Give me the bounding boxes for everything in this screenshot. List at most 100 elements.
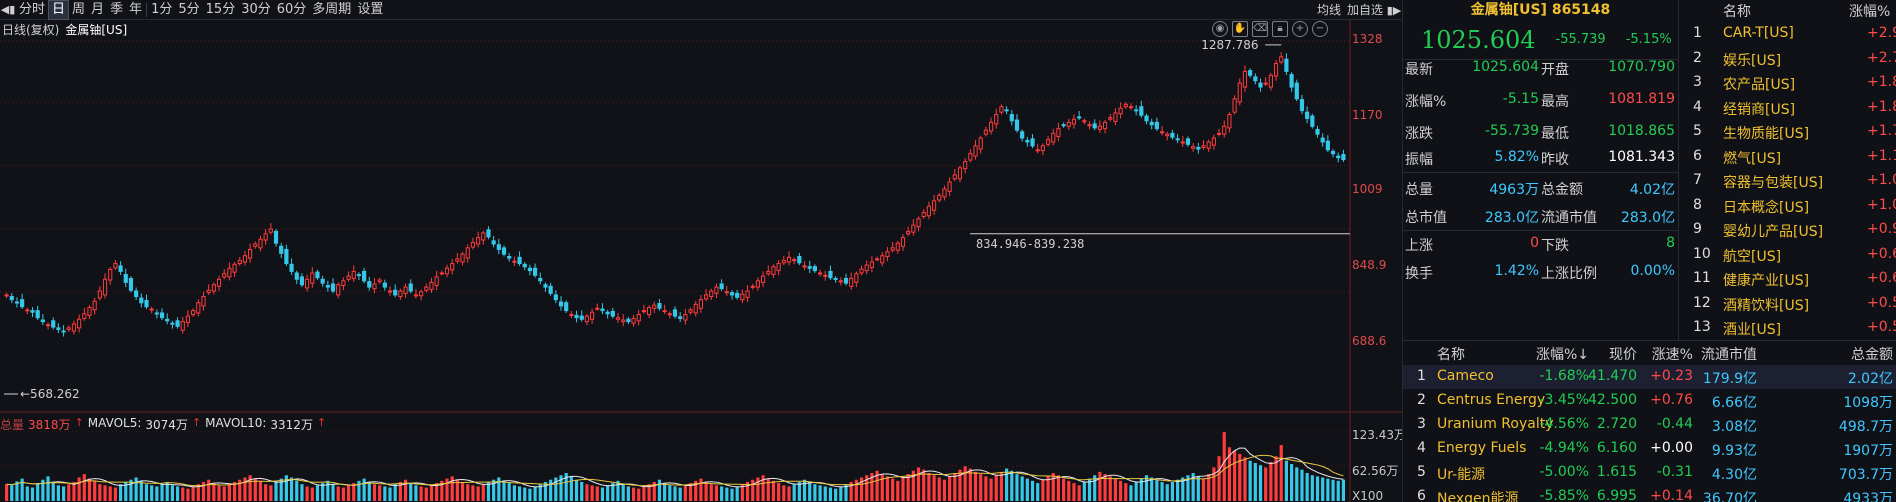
candle-body xyxy=(1159,131,1165,134)
volume-bar xyxy=(139,480,143,501)
tab-30min[interactable]: 30分 xyxy=(241,1,271,17)
lock-icon[interactable]: 🔒︎ xyxy=(1272,21,1288,37)
tab-multi-period[interactable]: 多周期 xyxy=(312,1,352,17)
tab-60min[interactable]: 60分 xyxy=(276,1,307,17)
sector-row[interactable]: 10 航空[US] +0.69 xyxy=(1679,243,1896,267)
volume-bar xyxy=(77,477,81,501)
sector-row[interactable]: 6 燃气[US] +1.10 xyxy=(1679,145,1896,169)
hand-icon[interactable]: ✋ xyxy=(1232,21,1248,37)
tab-intraday[interactable]: 分时 xyxy=(19,1,46,17)
candle-body xyxy=(102,278,108,296)
candle-body xyxy=(1134,109,1139,112)
tab-5min[interactable]: 5分 xyxy=(178,1,200,17)
volume-bar xyxy=(709,484,713,501)
candle-body xyxy=(1056,128,1061,137)
stock-row[interactable]: 2 Centrus Energy -3.45% 42.500 +0.76 6.66亿 109… xyxy=(1403,389,1896,413)
stock-row[interactable]: 1 Cameco -1.68% 41.470 +0.23 179.9亿 2.02亿 xyxy=(1403,365,1896,389)
volume-bar xyxy=(134,477,138,501)
forward-icon[interactable]: ▮▶ xyxy=(1386,3,1402,17)
tab-1min[interactable]: 1分 xyxy=(151,1,173,17)
sector-row[interactable]: 8 日本概念[US] +1.00 xyxy=(1679,194,1896,218)
stock-change-pct: -5.00% xyxy=(1539,464,1589,480)
sector-row[interactable]: 12 酒精饮料[US] +0.57 xyxy=(1679,292,1896,316)
stock-row[interactable]: 6 Nexgen能源 -5.85% 6.995 +0.14 36.70亿 4933万 xyxy=(1403,485,1896,502)
candle-body xyxy=(1310,115,1315,127)
quote-field-label: 总金额 xyxy=(1541,182,1583,198)
candle-body xyxy=(1139,106,1144,116)
volume-bar xyxy=(574,479,579,501)
stock-row[interactable]: 5 Ur-能源 -5.00% 1.615 -0.31 4.30亿 703.7万 xyxy=(1403,461,1896,485)
sector-header-pct[interactable]: 涨幅% xyxy=(1849,4,1891,20)
volume-bar xyxy=(637,488,641,501)
sector-change-pct: +0.57 xyxy=(1867,294,1896,311)
sector-row[interactable]: 2 娱乐[US] +2.75 xyxy=(1679,47,1896,71)
sector-row[interactable]: 1 CAR-T[US] +2.91 xyxy=(1679,22,1896,46)
total-volume-label: 总量 xyxy=(0,418,25,432)
candle-body xyxy=(527,267,533,272)
candle-body xyxy=(398,290,403,298)
candle-body xyxy=(1279,56,1284,63)
quote-divider xyxy=(1403,230,1679,231)
instrument-title[interactable]: 金属铀[US] 865148 xyxy=(1470,2,1611,18)
volume-bar xyxy=(481,484,485,501)
volume-bar xyxy=(704,481,708,501)
mavol10-value: 3312万 xyxy=(270,418,313,432)
sector-row[interactable]: 9 婴幼儿产品[US] +0.98 xyxy=(1679,218,1896,242)
header-pct[interactable]: 涨幅%↓ xyxy=(1535,347,1589,363)
tab-yearly[interactable]: 年 xyxy=(129,1,143,17)
eye-icon[interactable]: ◉ xyxy=(1212,21,1228,37)
volume-bar xyxy=(1217,456,1221,501)
tab-monthly[interactable]: 月 xyxy=(91,1,105,17)
candle-body xyxy=(336,284,341,296)
eraser-icon[interactable]: ⌫ xyxy=(1252,21,1268,37)
volume-bar xyxy=(994,475,998,501)
tab-quarterly[interactable]: 季 xyxy=(110,1,124,17)
candle-body xyxy=(802,265,807,268)
tab-15min[interactable]: 15分 xyxy=(205,1,236,17)
header-market-cap[interactable]: 流通市值 xyxy=(1701,347,1757,363)
header-speed[interactable]: 涨速% xyxy=(1651,347,1693,363)
candle-body xyxy=(1149,121,1154,126)
candle-body xyxy=(652,304,657,309)
price-tick-label: 1009 xyxy=(1352,182,1383,196)
candle-body xyxy=(470,241,476,248)
header-name[interactable]: 名称 xyxy=(1437,347,1465,363)
back-icon[interactable]: ◀▮ xyxy=(0,3,16,16)
zoom-out-icon[interactable]: − xyxy=(1312,21,1328,37)
tab-weekly[interactable]: 周 xyxy=(72,1,86,17)
sector-row[interactable]: 3 农产品[US] +1.88 xyxy=(1679,71,1896,95)
sector-row[interactable]: 11 健康产业[US] +0.65 xyxy=(1679,267,1896,291)
tab-settings[interactable]: 设置 xyxy=(357,1,384,17)
stock-row[interactable]: 3 Uranium Royalty -4.56% 2.720 -0.44 3.08亿 498… xyxy=(1403,413,1896,437)
sector-rank: 9 xyxy=(1693,221,1702,237)
add-watchlist-button[interactable]: 加自选 xyxy=(1346,3,1383,17)
stock-row[interactable]: 4 Energy Fuels -4.94% 6.160 +0.00 9.93亿 1907万 xyxy=(1403,437,1896,461)
header-amount[interactable]: 总金额 xyxy=(1851,347,1893,363)
tab-daily[interactable]: 日 xyxy=(48,0,70,20)
volume-plot[interactable] xyxy=(0,413,1402,502)
volume-bar xyxy=(98,484,102,501)
candle-body xyxy=(667,313,672,316)
candle-body xyxy=(92,300,97,311)
sector-row[interactable]: 4 经销商[US] +1.81 xyxy=(1679,96,1896,120)
candle-body xyxy=(911,224,916,233)
volume-bar xyxy=(1295,467,1299,501)
quote-field-value: 1070.790 xyxy=(1608,59,1675,75)
candle-body xyxy=(1004,109,1009,112)
candlestick-plot[interactable]: 834.946-839.238 1287.786 ←568.262 xyxy=(0,20,1402,413)
toolbar-right: 均线 加自选 ▮▶ xyxy=(1314,0,1402,20)
sector-row[interactable]: 13 酒业[US] +0.52 xyxy=(1679,316,1896,340)
header-price[interactable]: 现价 xyxy=(1609,347,1637,363)
kline-chart-area[interactable]: ◀▮ 分时 日 周 月 季 年 1分 5分 15分 30分 60分 多周期 设置… xyxy=(0,0,1406,502)
candle-body xyxy=(1045,139,1051,145)
volume-bar xyxy=(1201,478,1206,501)
candle-body xyxy=(1191,146,1196,149)
ma-button[interactable]: 均线 xyxy=(1316,3,1341,17)
zoom-in-icon[interactable]: + xyxy=(1292,21,1308,37)
candle-body xyxy=(191,310,196,316)
sector-header-name[interactable]: 名称 xyxy=(1723,4,1751,20)
sector-row[interactable]: 7 容器与包装[US] +1.00 xyxy=(1679,169,1896,193)
quote-field-row: 涨幅% -5.15 最高 1081.819 xyxy=(1403,88,1679,112)
sector-row[interactable]: 5 生物质能[US] +1.70 xyxy=(1679,120,1896,144)
candle-body xyxy=(263,233,268,241)
